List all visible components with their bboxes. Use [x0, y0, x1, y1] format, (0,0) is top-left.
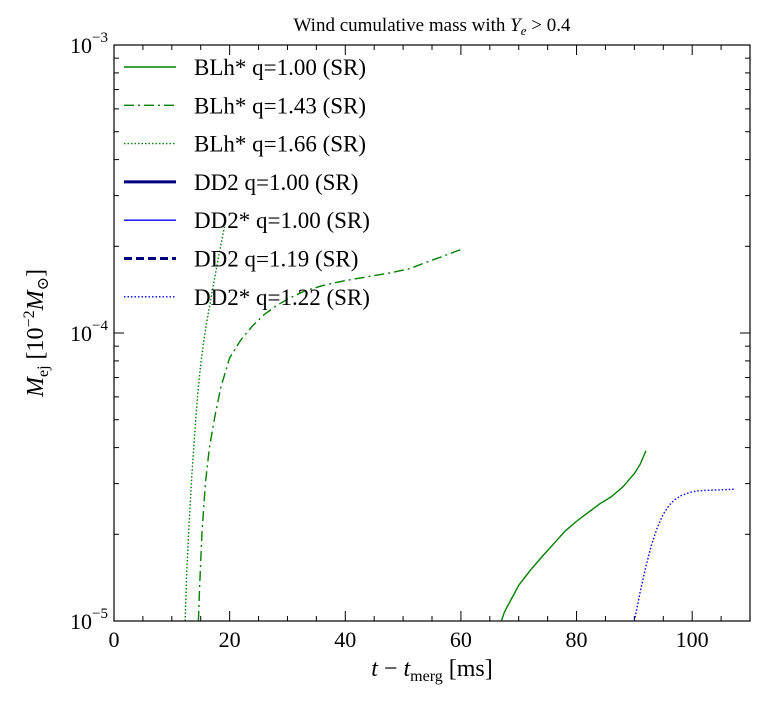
y-tick-label: 10−3 — [70, 30, 108, 58]
series-lines — [184, 220, 736, 621]
x-tick-label: 0 — [109, 627, 120, 652]
legend: BLh* q=1.00 (SR) BLh* q=1.43 (SR) BLh* q=1… — [124, 55, 370, 310]
series-line-2 — [184, 220, 227, 621]
x-tick-label: 20 — [219, 627, 241, 652]
legend-label: BLh* q=1.00 (SR) — [194, 55, 366, 80]
legend-label: DD2 q=1.00 (SR) — [194, 170, 358, 195]
x-axis-label: t − tmerg [ms] — [371, 656, 492, 685]
axis-ticks: 0 20 40 60 80 100 10−5 10−4 10−3 — [70, 30, 751, 652]
legend-label: BLh* q=1.43 (SR) — [194, 93, 366, 118]
x-tick-label: 100 — [676, 627, 709, 652]
legend-label: BLh* q=1.66 (SR) — [194, 132, 366, 157]
x-tick-label: 40 — [334, 627, 356, 652]
series-line-0 — [500, 450, 647, 621]
series-line-1 — [197, 248, 462, 621]
y-tick-label: 10−4 — [70, 318, 108, 346]
series-line-6 — [633, 488, 736, 621]
plot-frame — [113, 44, 751, 622]
legend-label: DD2* q=1.00 (SR) — [194, 208, 370, 233]
x-tick-label: 80 — [566, 627, 588, 652]
legend-label: DD2* q=1.22 (SR) — [194, 285, 370, 310]
chart-title: Wind cumulative mass with Ye > 0.4 — [294, 15, 571, 38]
y-axis-label: Mej [10−2M⊙] — [21, 269, 52, 398]
legend-label: DD2 q=1.19 (SR) — [194, 247, 358, 272]
x-tick-label: 60 — [450, 627, 472, 652]
y-tick-label: 10−5 — [70, 606, 108, 634]
